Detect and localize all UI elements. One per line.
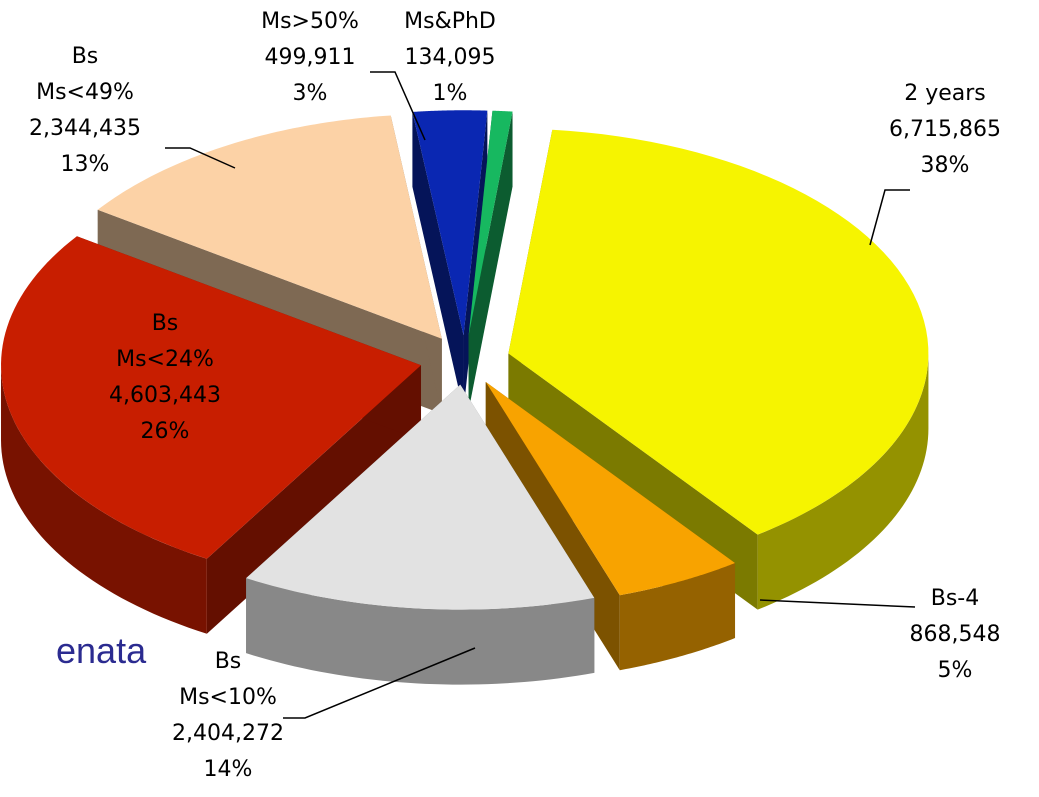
slice-top xyxy=(1,236,422,559)
slice-top xyxy=(468,110,513,336)
leader-line xyxy=(165,147,236,169)
data-label: Bs xyxy=(152,311,179,336)
slice-side xyxy=(412,111,464,411)
data-label: 2 years xyxy=(904,81,986,106)
data-label: Bs-4 xyxy=(931,586,980,611)
data-label: 868,548 xyxy=(910,622,1001,647)
data-label: 2,404,272 xyxy=(172,721,284,746)
slice-side xyxy=(468,111,513,411)
leader-line xyxy=(370,71,426,141)
data-label: 2,344,435 xyxy=(29,116,141,141)
data-label: Ms<10% xyxy=(179,685,277,710)
slice-top xyxy=(412,110,488,336)
data-label: 13% xyxy=(61,152,110,177)
data-label: Bs xyxy=(72,44,99,69)
slice-top xyxy=(97,115,442,339)
data-label: 134,095 xyxy=(405,45,496,70)
data-label: 26% xyxy=(141,419,190,444)
annotation: enata xyxy=(56,630,147,671)
data-label: Bs xyxy=(215,649,242,674)
data-label: Ms&PhD xyxy=(404,9,496,34)
slice-top xyxy=(485,381,736,596)
slice xyxy=(1,236,422,634)
slice-wall xyxy=(246,578,595,685)
data-label: 38% xyxy=(921,153,970,178)
leader-line xyxy=(759,599,916,608)
data-label: Ms<49% xyxy=(36,80,134,105)
slice-wall xyxy=(1,365,207,634)
data-label: 3% xyxy=(293,81,328,106)
data-label: 5% xyxy=(938,658,973,683)
leader-line xyxy=(869,189,910,246)
slice xyxy=(246,384,595,685)
slice-wall xyxy=(619,563,736,671)
data-label: Ms<24% xyxy=(116,347,214,372)
slice-wall xyxy=(757,353,929,610)
slice xyxy=(468,110,513,411)
data-label: 499,911 xyxy=(265,45,356,70)
data-label: 14% xyxy=(204,757,253,782)
slice-top xyxy=(508,129,929,535)
data-label: 6,715,865 xyxy=(889,117,1001,142)
slice-top xyxy=(246,384,595,610)
data-label: 1% xyxy=(433,81,468,106)
data-label: 4,603,443 xyxy=(109,383,221,408)
leader-line xyxy=(283,647,476,719)
data-label: Ms>50% xyxy=(261,9,359,34)
slice xyxy=(485,381,736,671)
